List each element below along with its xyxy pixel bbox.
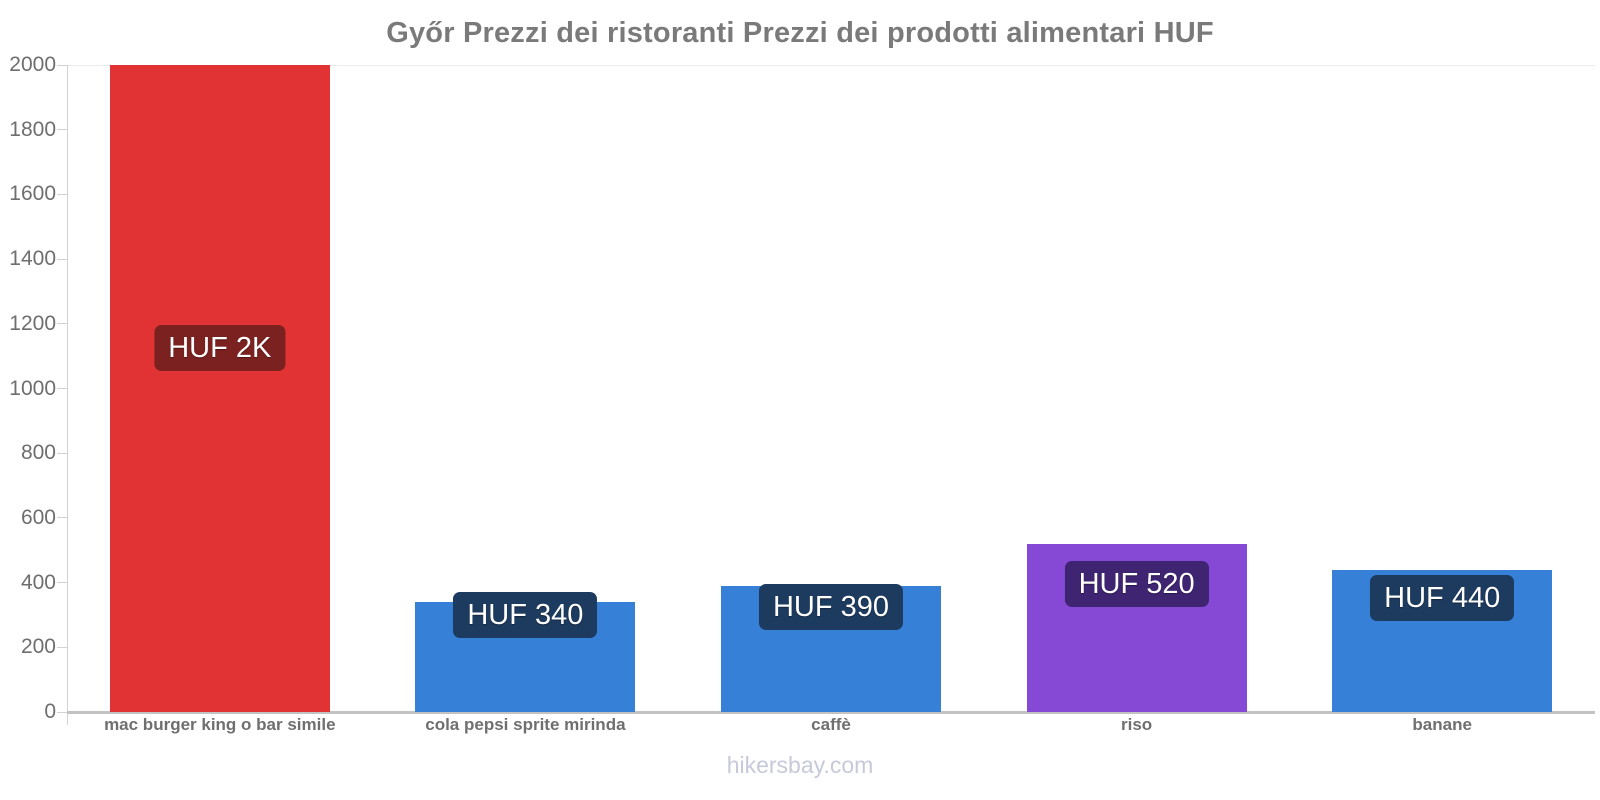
y-tick-mark <box>57 388 67 389</box>
x-axis-line <box>67 711 1595 714</box>
bar-value-label-banane: HUF 440 <box>1370 574 1515 621</box>
y-tick-mark <box>57 129 67 131</box>
y-tick-label-2000: 2000 <box>9 53 56 76</box>
x-category-label-riso: riso <box>1121 715 1153 734</box>
x-category-label-banane: banane <box>1412 715 1472 734</box>
y-tick-mark <box>57 193 67 195</box>
bar-value-label-caffè: HUF 390 <box>758 583 904 630</box>
bar-value-label-mac-burger-king-o-bar-simile: HUF 2K <box>154 325 286 371</box>
y-tick-mark <box>57 452 67 454</box>
y-tick-mark <box>57 711 67 713</box>
y-tick-label-0: 0 <box>44 700 56 723</box>
y-tick-label-400: 400 <box>20 570 56 594</box>
y-tick-label-200: 200 <box>20 635 56 659</box>
top-gridline <box>67 65 1595 66</box>
y-tick-mark <box>57 582 67 584</box>
y-tick-label-600: 600 <box>20 505 56 529</box>
y-tick-label-1200: 1200 <box>9 311 56 335</box>
y-tick-mark <box>57 646 67 648</box>
y-tick-mark <box>57 517 67 519</box>
x-category-label-cola-pepsi-sprite-mirinda: cola pepsi sprite mirinda <box>425 715 626 734</box>
bar-value-label-cola-pepsi-sprite-mirinda: HUF 340 <box>453 592 598 638</box>
chart-title: Győr Prezzi dei ristoranti Prezzi dei pr… <box>386 17 1214 49</box>
y-tick-mark <box>57 64 67 66</box>
y-tick-label-1400: 1400 <box>9 247 56 271</box>
y-tick-mark <box>57 258 67 260</box>
y-tick-label-1000: 1000 <box>9 376 56 400</box>
y-tick-label-1800: 1800 <box>9 117 56 141</box>
y-tick-label-1600: 1600 <box>9 182 56 206</box>
bar-mac-burger-king-o-bar-simile[interactable] <box>109 65 330 712</box>
bar-value-label-riso: HUF 520 <box>1064 560 1209 607</box>
y-tick-mark <box>57 323 67 325</box>
x-category-label-caffè: caffè <box>811 715 851 734</box>
watermark-hikersbay: hikersbay.com <box>726 752 874 778</box>
x-category-label-mac-burger-king-o-bar-simile: mac burger king o bar simile <box>104 715 336 734</box>
y-tick-label-800: 800 <box>20 441 56 465</box>
y-axis-line <box>67 65 68 725</box>
